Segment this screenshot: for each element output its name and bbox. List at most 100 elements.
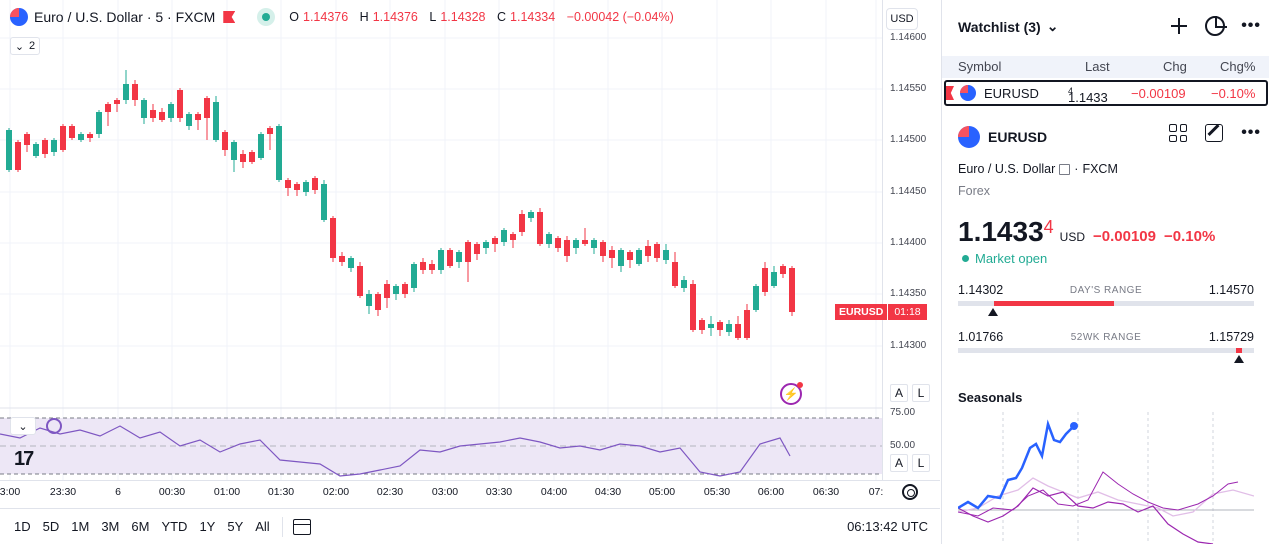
candle-body <box>717 322 723 330</box>
candle-body <box>573 240 579 248</box>
candle-body <box>69 126 75 138</box>
price-tag-countdown: 01:18 <box>887 304 927 320</box>
range-5y-button[interactable]: 5Y <box>227 519 244 534</box>
edit-icon[interactable] <box>1205 124 1224 142</box>
time-axis-label: 07: <box>868 486 884 498</box>
rsi-axis-label: 75.00 <box>890 407 916 418</box>
candle-body <box>96 112 102 134</box>
time-axis-label: 05:30 <box>703 486 731 498</box>
details-symbol[interactable]: EURUSD <box>958 126 1047 148</box>
flag-icon[interactable] <box>223 11 236 23</box>
candle-body <box>789 268 795 312</box>
candle-body <box>762 268 768 292</box>
seasonals-chart[interactable] <box>958 412 1254 544</box>
candle-body <box>636 250 642 264</box>
range-1d-button[interactable]: 1D <box>14 519 31 534</box>
range-all-button[interactable]: All <box>255 519 270 534</box>
rsi-log-scale-button[interactable]: L <box>912 454 930 472</box>
rsi-line <box>0 425 791 477</box>
column-header-symbol[interactable]: Symbol <box>958 59 1002 74</box>
add-symbol-icon[interactable] <box>1169 16 1189 36</box>
candle-body <box>465 242 471 262</box>
market-status[interactable]: Market open <box>962 251 1047 266</box>
candle-body <box>618 250 624 266</box>
triangle-up-icon <box>1234 355 1245 363</box>
rsi-collapse-button[interactable]: ⌄ <box>10 417 36 435</box>
chart-legend: Euro / U.S. Dollar · 5 · FXCM O 1.14376 H… <box>10 8 678 26</box>
candle-body <box>258 134 264 158</box>
range-3m-button[interactable]: 3M <box>101 519 120 534</box>
column-header-last[interactable]: Last <box>1085 59 1110 74</box>
candle-body <box>294 184 300 190</box>
candle-body <box>357 266 363 296</box>
external-link-icon[interactable] <box>1059 163 1071 175</box>
time-axis-label: 02:30 <box>376 486 404 498</box>
seasonal-current-point <box>1070 422 1078 430</box>
watchlist-title-button[interactable]: Watchlist (3) ⌄ <box>958 18 1058 35</box>
lightning-icon[interactable]: ⚡ <box>780 382 803 405</box>
price-change-pct: −0.10% <box>1163 228 1216 245</box>
time-axis-label: 03:30 <box>485 486 513 498</box>
seasonals-title[interactable]: Seasonals <box>958 390 1023 405</box>
time-axis[interactable] <box>0 480 940 504</box>
watchlist-title: Watchlist (3) <box>958 18 1041 35</box>
time-axis-label: 04:00 <box>540 486 568 498</box>
price-axis[interactable] <box>882 0 940 480</box>
candle-body <box>564 240 570 256</box>
chart-pane[interactable]: Euro / U.S. Dollar · 5 · FXCM O 1.14376 H… <box>0 0 940 508</box>
candle-body <box>546 234 552 244</box>
candle-body <box>753 286 759 310</box>
candle-body <box>483 242 489 248</box>
rsi-auto-scale-button[interactable]: A <box>890 454 908 472</box>
seasonal-line-current <box>958 419 1075 510</box>
tradingview-logo[interactable]: 17 <box>14 448 34 470</box>
candle-body <box>501 230 507 242</box>
candle-body <box>168 104 174 118</box>
gear-icon[interactable] <box>902 484 918 500</box>
wk52-range-bar <box>958 348 1254 353</box>
chart-symbol-title[interactable]: Euro / U.S. Dollar · 5 · FXCM <box>34 9 216 25</box>
candle-body <box>195 114 201 120</box>
candle-body <box>60 126 66 150</box>
column-header-chg-pct[interactable]: Chg% <box>1220 59 1256 74</box>
indicators-collapse-button[interactable]: ⌄ 2 <box>10 37 40 55</box>
more-options-icon[interactable]: ••• <box>1241 17 1261 34</box>
watchlist-last: 1.1433 4 <box>1068 86 1108 105</box>
range-ytd-button[interactable]: YTD <box>161 519 188 534</box>
candle-body <box>33 144 39 156</box>
more-options-icon[interactable]: ••• <box>1241 124 1261 141</box>
column-header-chg[interactable]: Chg <box>1163 59 1187 74</box>
auto-scale-button[interactable]: A <box>890 384 908 402</box>
refresh-icon[interactable] <box>46 418 62 434</box>
calendar-icon[interactable] <box>292 518 311 535</box>
candle-body <box>177 90 183 118</box>
pie-chart-icon[interactable] <box>1205 16 1228 36</box>
price-axis-label: 1.14300 <box>890 340 927 351</box>
triangle-up-icon <box>988 308 998 316</box>
range-1m-button[interactable]: 1M <box>71 519 90 534</box>
candle-body <box>267 128 273 134</box>
grid-icon[interactable] <box>1169 124 1188 142</box>
range-1y-button[interactable]: 1Y <box>199 519 216 534</box>
seasonal-line-2022 <box>958 487 1214 544</box>
candle-body <box>609 250 615 258</box>
range-5d-button[interactable]: 5D <box>42 519 60 534</box>
watchlist-chg-pct: −0.10% <box>1211 86 1256 101</box>
candle-body <box>393 286 399 294</box>
candle-body <box>402 284 408 294</box>
time-axis-label: 06:00 <box>757 486 785 498</box>
candle-body <box>699 320 705 330</box>
utc-clock[interactable]: 06:13:42 UTC <box>847 519 928 534</box>
candle-body <box>375 294 381 310</box>
currency-button[interactable]: USD <box>886 8 918 30</box>
log-scale-button[interactable]: L <box>912 384 930 402</box>
watchlist-row[interactable]: EURUSD 1.1433 4 −0.00109 −0.10% <box>944 80 1268 106</box>
time-axis-label: 23:30 <box>49 486 77 498</box>
range-6m-button[interactable]: 6M <box>131 519 150 534</box>
candle-body <box>87 134 93 138</box>
flag-icon[interactable] <box>946 86 954 100</box>
price-chart[interactable] <box>0 0 882 480</box>
seasonal-line-2023 <box>958 477 1254 517</box>
market-open-icon <box>257 8 276 26</box>
candle-body <box>42 140 48 154</box>
